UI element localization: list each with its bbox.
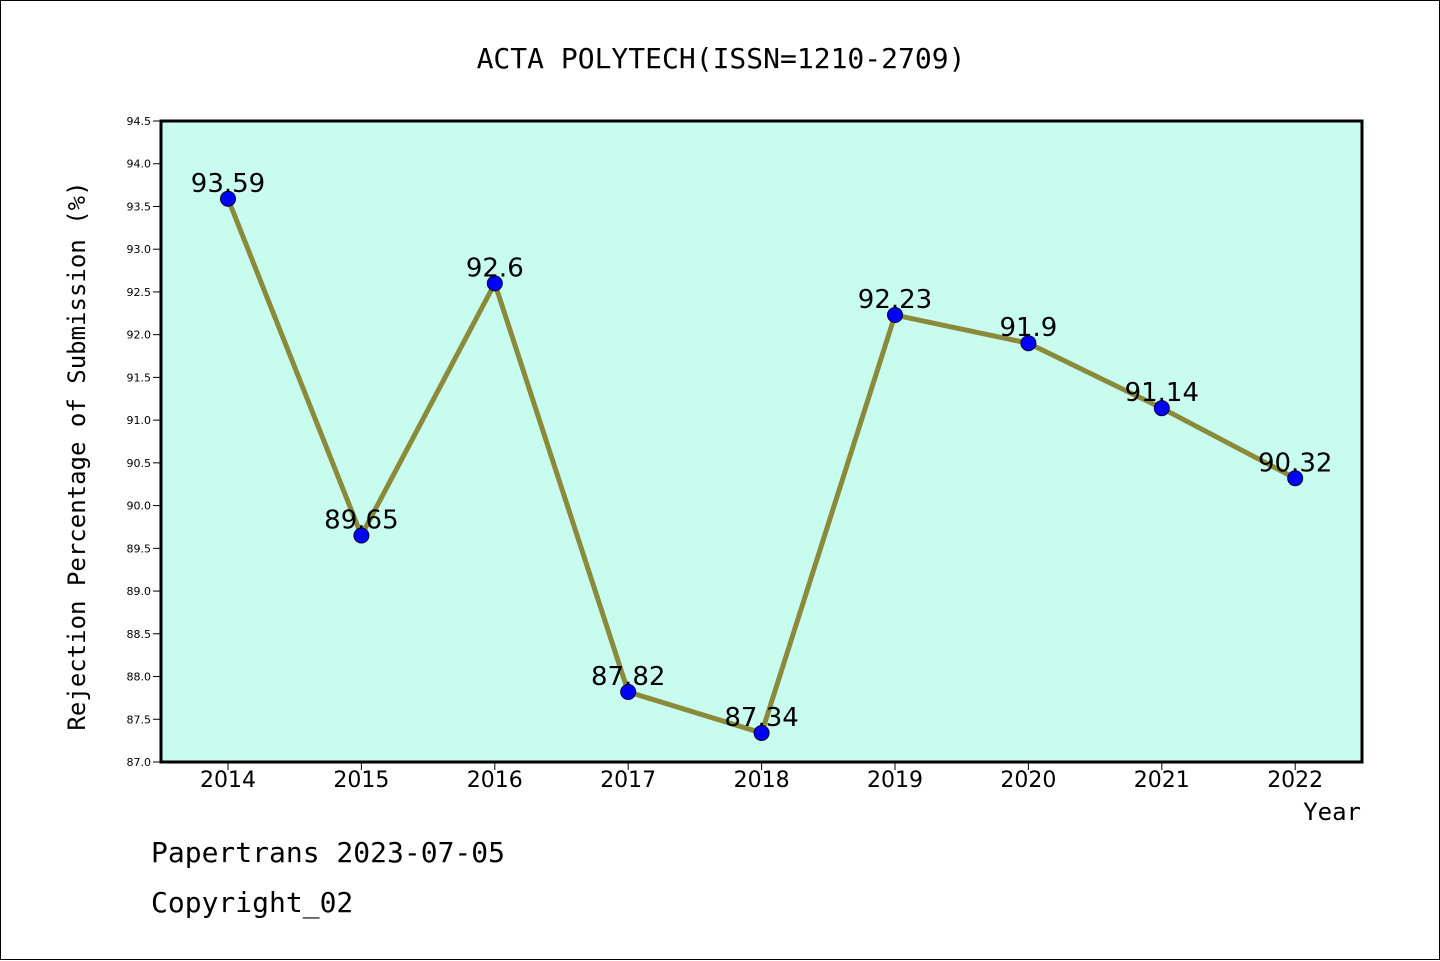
y-tick-label: 90.5 xyxy=(127,457,152,470)
x-tick-label: 2014 xyxy=(200,768,256,793)
data-point xyxy=(220,190,236,207)
x-axis-label: Year xyxy=(1303,798,1361,826)
data-label: 90.32 xyxy=(1258,448,1332,478)
x-tick-label: 2020 xyxy=(1000,768,1056,793)
data-point xyxy=(753,724,770,741)
data-label: 89.65 xyxy=(324,506,398,536)
data-label: 91.9 xyxy=(999,313,1057,343)
y-axis-label: Rejection Percentage of Submission (%) xyxy=(63,181,91,730)
data-point xyxy=(486,275,503,292)
y-tick-label: 88.5 xyxy=(127,628,152,641)
data-label: 91.14 xyxy=(1125,378,1199,408)
y-tick-label: 89.5 xyxy=(127,542,152,555)
data-point xyxy=(887,307,903,324)
footer-date: Papertrans 2023-07-05 xyxy=(151,836,506,869)
y-tick-label: 90.0 xyxy=(127,500,152,513)
y-tick-label: 87.5 xyxy=(127,713,152,726)
x-tick-label: 2021 xyxy=(1134,768,1190,793)
y-tick-label: 94.5 xyxy=(127,115,152,128)
y-tick-label: 94.0 xyxy=(127,158,152,171)
y-tick-label: 92.0 xyxy=(127,329,152,342)
chart-title: ACTA POLYTECH(ISSN=1210-2709) xyxy=(477,42,966,75)
data-label: 87.34 xyxy=(724,703,798,733)
data-point xyxy=(1287,470,1304,487)
data-label: 87.82 xyxy=(591,662,665,692)
series-group: 93.59 89.65 92.6 87.82 87.34 92.23 91.9 91.14 90… xyxy=(191,169,1332,741)
y-tick-label: 92.5 xyxy=(127,286,152,299)
data-label: 92.23 xyxy=(858,285,932,315)
data-point xyxy=(1020,335,1037,352)
x-tick-label: 2018 xyxy=(734,768,790,793)
data-point xyxy=(353,527,370,544)
data-point xyxy=(1153,400,1170,417)
y-tick-label: 87.0 xyxy=(127,756,152,769)
y-tick-label: 91.5 xyxy=(127,371,152,384)
x-tick-label: 2017 xyxy=(600,768,656,793)
x-tick-label: 2015 xyxy=(333,768,389,793)
y-tick-label: 93.0 xyxy=(127,243,152,256)
x-tick-label: 2016 xyxy=(467,768,523,793)
plot-area xyxy=(159,119,1364,764)
footer-copyright: Copyright_02 xyxy=(151,886,354,919)
data-point xyxy=(620,683,637,700)
y-tick-label: 93.5 xyxy=(127,200,152,213)
x-axis: 2014 2015 2016 2017 2018 2019 2020 2021 2022 xyxy=(200,762,1323,793)
y-tick-label: 88.0 xyxy=(127,671,152,684)
y-axis: 87.0 87.5 88.0 88.5 89.0 89.5 90.0 90.5 91.0 91.5… xyxy=(127,115,161,769)
y-tick-label: 89.0 xyxy=(127,585,152,598)
x-tick-label: 2022 xyxy=(1267,768,1323,793)
data-label: 92.6 xyxy=(466,253,524,283)
x-tick-label: 2019 xyxy=(867,768,923,793)
data-label: 93.59 xyxy=(191,169,265,199)
y-tick-label: 91.0 xyxy=(127,414,152,427)
